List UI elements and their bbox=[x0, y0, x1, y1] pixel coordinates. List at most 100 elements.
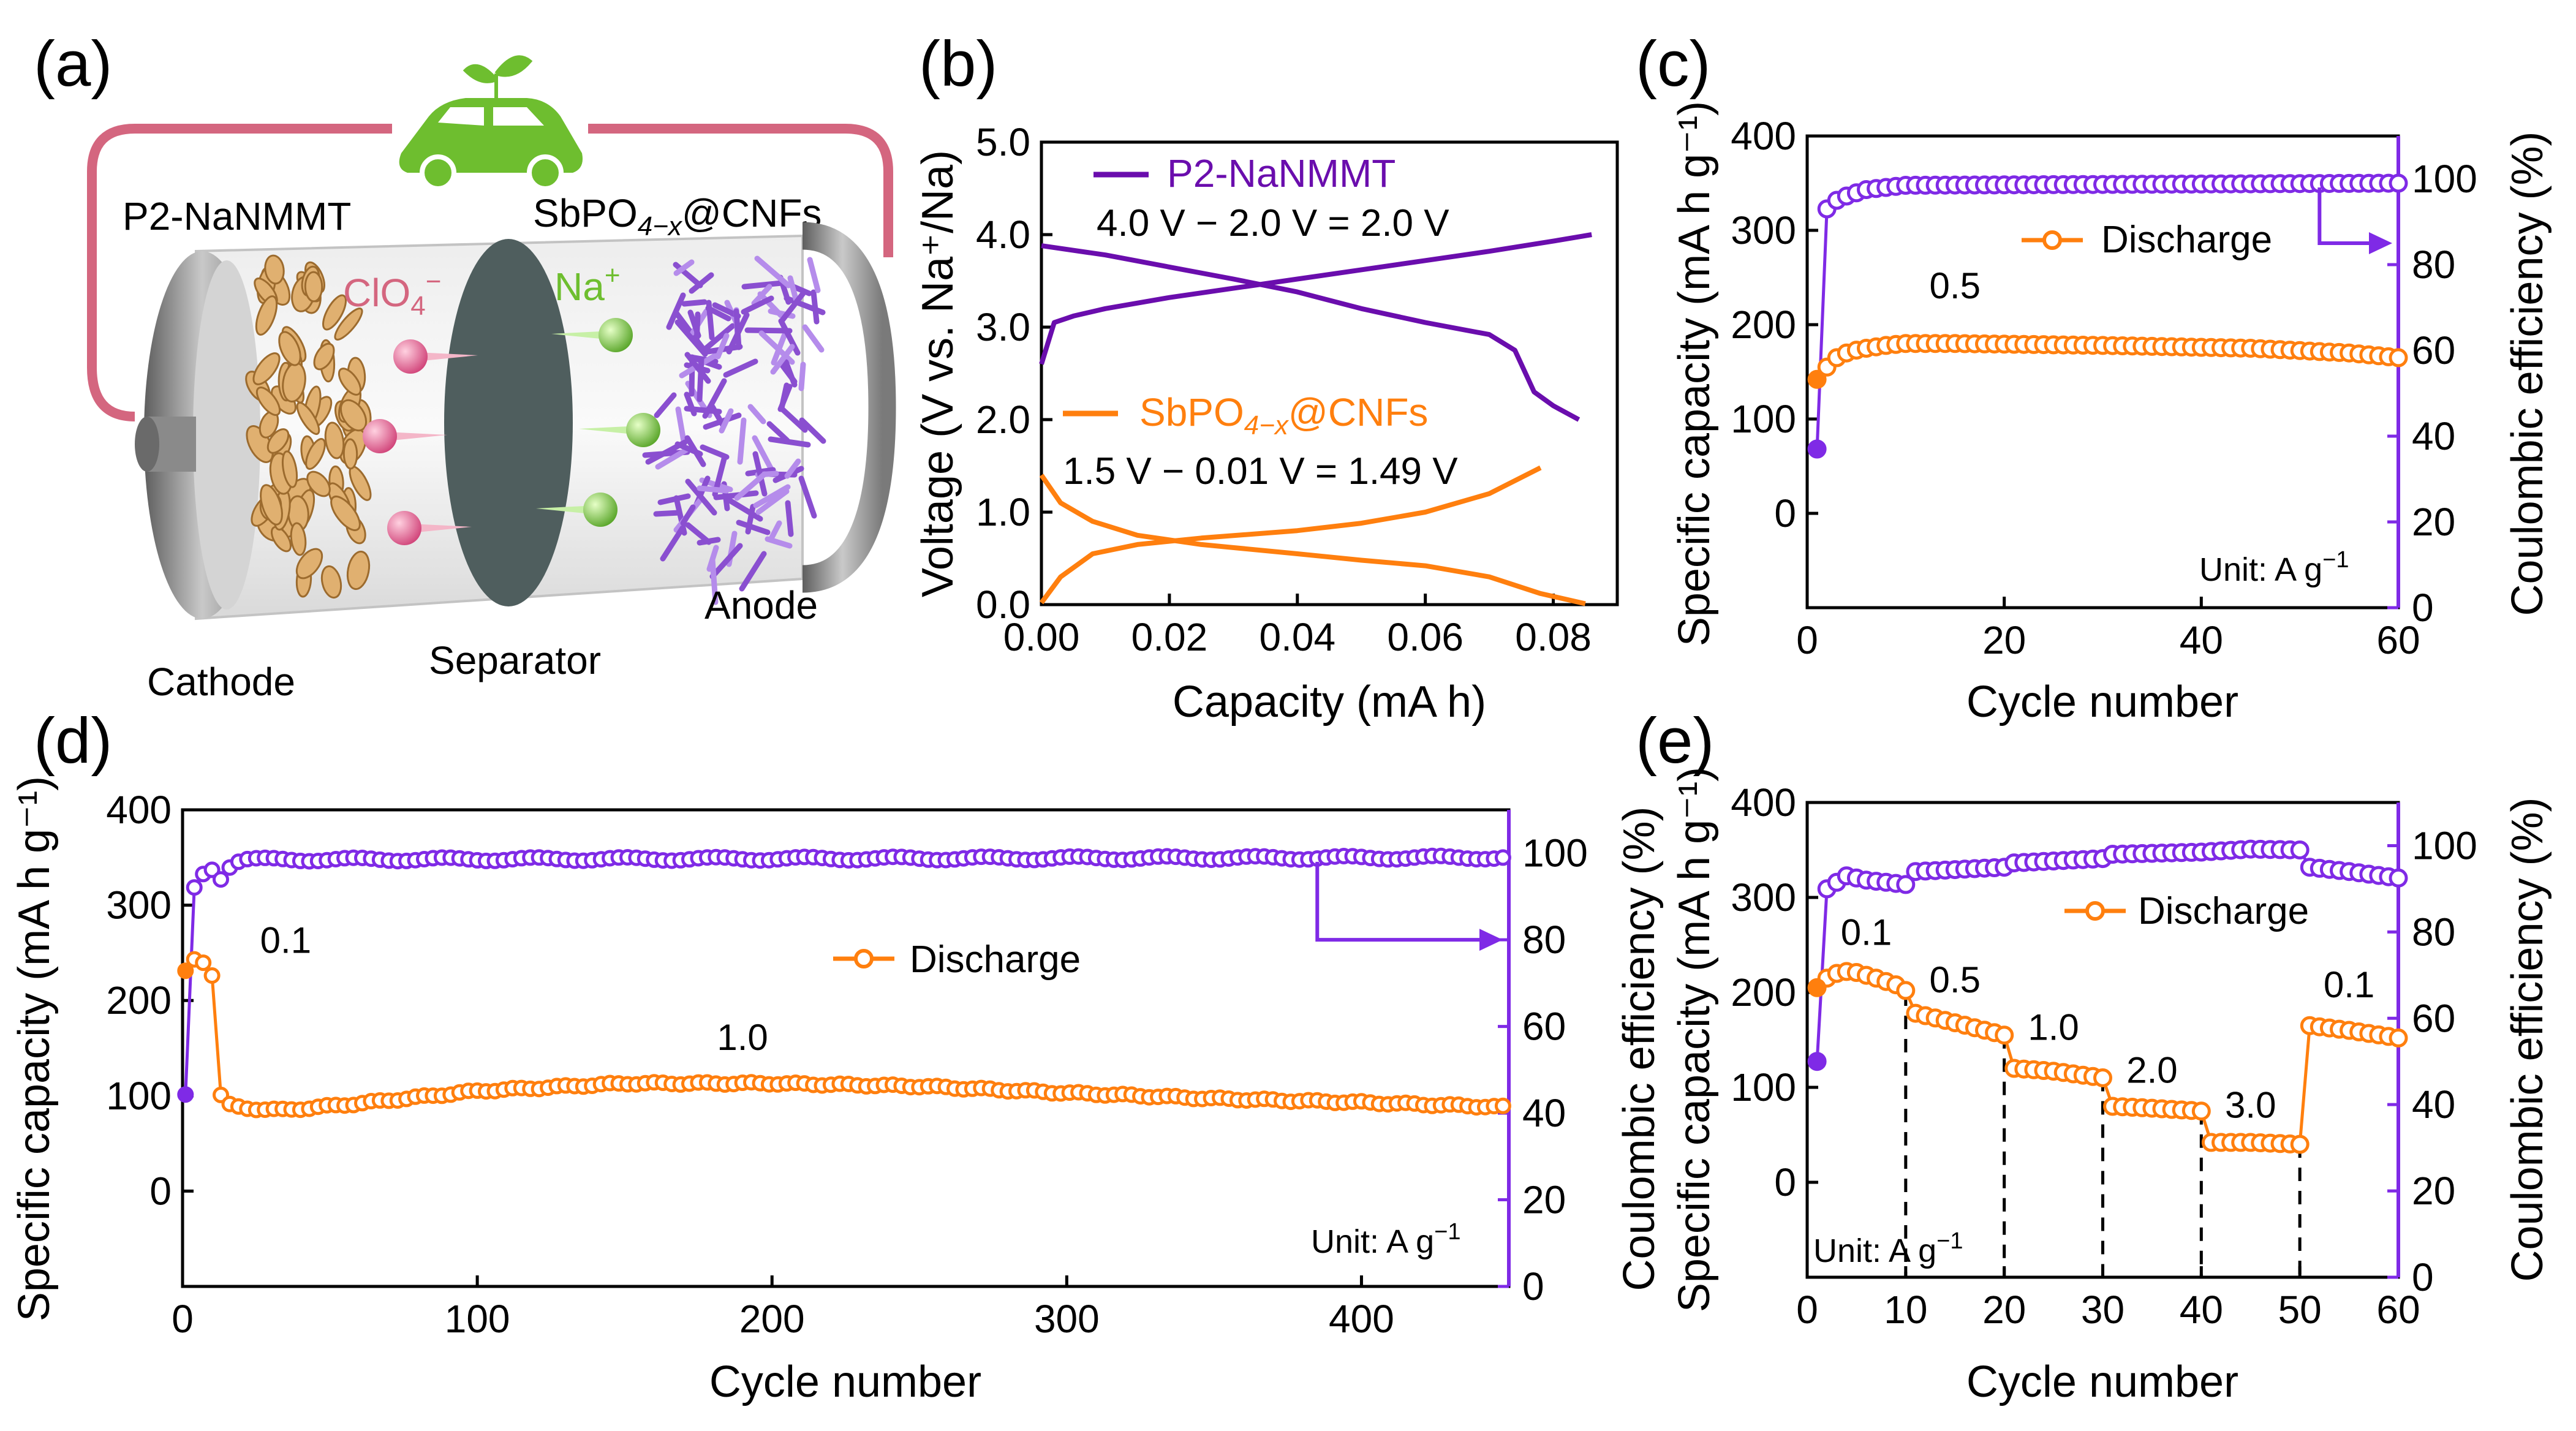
ce-axis-arrow bbox=[2317, 187, 2374, 245]
discharge-first-point bbox=[1808, 370, 1827, 389]
electric-car-icon bbox=[399, 55, 583, 191]
panel-c-series bbox=[1807, 173, 2408, 459]
cathode-flake bbox=[334, 308, 363, 341]
y-tick-label: 200 bbox=[106, 978, 172, 1022]
anode-fiber bbox=[709, 543, 743, 580]
anode-fiber bbox=[784, 295, 826, 315]
y-tick-label: 0 bbox=[1774, 491, 1796, 535]
anode-fiber bbox=[802, 324, 825, 353]
panel-c-legend: Discharge bbox=[2101, 219, 2272, 261]
panel-b: (b) 0.00 0.02 0.04 0.06 0.08 0.0 1.0 2.0 3.0 4.0… bbox=[913, 28, 1619, 727]
x-tick-label: 0.02 bbox=[1131, 615, 1208, 659]
discharge-point bbox=[195, 954, 212, 972]
x-tick-label: 0 bbox=[172, 1297, 194, 1341]
panel-d-xticks: 0 100 200 300 400 bbox=[172, 1275, 1394, 1341]
x-tick-label: 0.04 bbox=[1259, 615, 1335, 659]
anode-fiber bbox=[739, 551, 767, 592]
anode-fiber bbox=[744, 327, 793, 334]
anode-fiber bbox=[799, 417, 826, 444]
anode-fiber bbox=[736, 519, 771, 535]
anode-fiber bbox=[787, 275, 799, 302]
cathode-flake bbox=[295, 548, 323, 580]
ce-axis-arrowhead bbox=[1479, 929, 1503, 951]
panel-e-y2label: Coulombic efficiency (%) bbox=[2503, 798, 2552, 1282]
discharge-point bbox=[2389, 1028, 2408, 1048]
anode-fiber bbox=[685, 522, 712, 545]
y-tick-label: 400 bbox=[106, 788, 172, 832]
discharge-point bbox=[1896, 981, 1916, 1000]
ce-first-point bbox=[177, 1086, 194, 1103]
panel-c-xticks: 0 20 40 60 bbox=[1796, 597, 2420, 662]
panel-e-xticks: 0 10 20 30 40 50 60 bbox=[1796, 1266, 2420, 1332]
discharge-point bbox=[203, 967, 221, 984]
anode-fiber bbox=[725, 496, 763, 522]
panel-d-legend-marker bbox=[854, 949, 874, 968]
y-tick-label: 0 bbox=[149, 1169, 172, 1213]
cathode-flake bbox=[271, 526, 292, 553]
anode-fiber bbox=[675, 406, 687, 444]
rate-label: 0.5 bbox=[1930, 959, 1981, 1000]
x-tick-label: 0 bbox=[1796, 1288, 1818, 1332]
anode-fiber bbox=[753, 484, 791, 508]
panel-c-legend-marker bbox=[2042, 230, 2062, 250]
y2-tick-label: 100 bbox=[1522, 831, 1588, 875]
y-tick-label: 400 bbox=[1731, 114, 1796, 158]
ce-axis-arrow bbox=[1315, 861, 1484, 942]
y-tick-label: 3.0 bbox=[976, 305, 1030, 349]
x-tick-label: 400 bbox=[1329, 1297, 1394, 1341]
panel-c: (c) 0 20 40 60 0 100 200 300 400 0 20 40 60 80 100 0… bbox=[1636, 28, 2552, 727]
x-tick-label: 0.06 bbox=[1387, 615, 1464, 659]
panel-b-yticks: 0.0 1.0 2.0 3.0 4.0 5.0 bbox=[976, 120, 1052, 627]
anode-fiber bbox=[754, 255, 791, 289]
y-tick-label: 200 bbox=[1731, 970, 1796, 1014]
y2-tick-label: 60 bbox=[2412, 996, 2455, 1040]
y-tick-label: 400 bbox=[1731, 780, 1796, 825]
panel-c-label: (c) bbox=[1636, 28, 1710, 100]
cathode-cap bbox=[135, 251, 260, 619]
y2-tick-label: 20 bbox=[2412, 1169, 2455, 1213]
ce-point bbox=[2389, 868, 2408, 888]
panel-a-label: (a) bbox=[34, 28, 112, 100]
discharge-point bbox=[2093, 1068, 2112, 1087]
x-tick-label: 0.00 bbox=[1003, 615, 1080, 659]
anode-fiber bbox=[689, 272, 714, 294]
cathode-flake bbox=[246, 425, 274, 463]
panel-b-ylabel: Voltage (V vs. Na⁺/Na) bbox=[913, 150, 962, 597]
x-tick-label: 0.08 bbox=[1515, 615, 1592, 659]
cathode-material-label: P2-NaNMMT bbox=[123, 194, 351, 238]
y-tick-label: 4.0 bbox=[976, 213, 1030, 257]
y2-tick-label: 0 bbox=[2412, 586, 2434, 630]
ce-line bbox=[184, 854, 1503, 1095]
y2-tick-label: 60 bbox=[2412, 328, 2455, 372]
panel-b-legend-sb: SbPO4−x@CNFs bbox=[1139, 390, 1428, 440]
ce-point bbox=[1494, 849, 1511, 866]
x-tick-label: 10 bbox=[1884, 1288, 1927, 1332]
cathode-flake bbox=[313, 342, 335, 371]
panel-e-yticks: 0 100 200 300 400 bbox=[1731, 780, 1818, 1204]
cathode-flake bbox=[306, 470, 331, 497]
anode-fiber bbox=[674, 441, 703, 457]
cathode-flake bbox=[290, 522, 307, 556]
anode-fiber bbox=[681, 299, 708, 307]
ce-first-point bbox=[1808, 1052, 1827, 1071]
anode-fiber bbox=[680, 504, 696, 526]
rate-label: 0.1 bbox=[1841, 912, 1892, 953]
x-tick-label: 300 bbox=[1034, 1297, 1100, 1341]
ce-point bbox=[2290, 840, 2310, 859]
anode-fiber bbox=[777, 383, 793, 412]
panel-c-ylabel: Specific capacity (mA h g⁻¹) bbox=[1670, 101, 1719, 646]
x-tick-label: 40 bbox=[2180, 1288, 2223, 1332]
panel-c-xlabel: Cycle number bbox=[1966, 678, 2238, 727]
anode-fiber bbox=[766, 421, 790, 444]
anode-fiber bbox=[741, 280, 785, 290]
cathode-flake bbox=[346, 550, 371, 591]
ce-first-point bbox=[1808, 440, 1827, 458]
panel-b-legend-p2: P2-NaNMMT bbox=[1167, 151, 1396, 195]
anode-fiber bbox=[755, 488, 790, 515]
panel-c-unit: Unit: A g−1 bbox=[2199, 547, 2349, 588]
x-tick-label: 20 bbox=[1982, 1288, 2026, 1332]
y2-tick-label: 0 bbox=[1522, 1264, 1544, 1308]
y2-tick-label: 80 bbox=[2412, 243, 2455, 287]
x-tick-label: 50 bbox=[2278, 1288, 2322, 1332]
y2-tick-label: 40 bbox=[2412, 1082, 2455, 1127]
